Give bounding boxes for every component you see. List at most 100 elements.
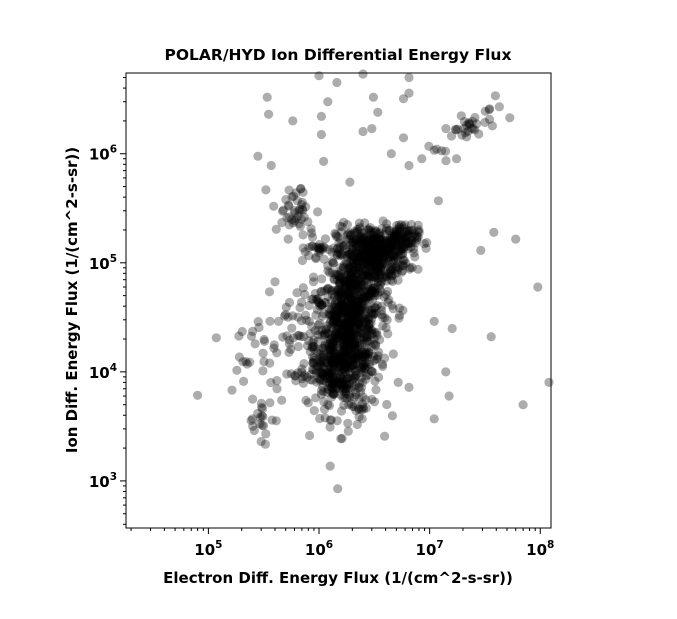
data-point	[352, 227, 362, 237]
data-point	[357, 414, 367, 424]
data-point	[343, 331, 353, 341]
data-point	[281, 195, 291, 205]
data-point	[397, 261, 407, 271]
data-point	[346, 331, 356, 342]
data-point	[266, 377, 276, 388]
data-point	[308, 352, 318, 362]
data-point	[316, 389, 326, 399]
data-point	[387, 257, 397, 267]
data-point	[343, 373, 353, 383]
data-point	[351, 245, 362, 255]
data-point	[371, 339, 381, 349]
data-point	[389, 251, 399, 261]
data-point	[395, 245, 405, 255]
data-point	[362, 248, 372, 258]
data-point	[353, 337, 363, 348]
data-point	[391, 246, 401, 256]
data-point	[327, 325, 337, 336]
data-point	[347, 308, 357, 318]
data-point	[350, 343, 360, 353]
data-point	[419, 239, 429, 249]
data-point	[337, 306, 348, 317]
data-point	[350, 226, 360, 236]
data-point	[387, 236, 397, 246]
data-point	[371, 341, 381, 351]
data-point	[432, 144, 442, 154]
data-point	[340, 306, 350, 316]
data-point	[336, 327, 346, 337]
data-point	[319, 309, 329, 319]
data-point	[364, 242, 374, 252]
data-point	[358, 228, 368, 238]
data-point	[349, 354, 359, 364]
data-point	[358, 347, 368, 357]
data-point	[356, 383, 366, 393]
data-point	[354, 327, 364, 338]
data-point	[354, 312, 364, 322]
data-point	[350, 272, 360, 283]
data-point	[372, 253, 382, 263]
data-point	[361, 395, 371, 405]
data-point	[330, 355, 340, 365]
data-point	[344, 263, 354, 273]
data-point	[357, 362, 368, 373]
data-point	[494, 102, 504, 112]
data-point	[363, 243, 373, 253]
data-point	[360, 249, 371, 260]
data-point	[334, 356, 344, 366]
data-point	[265, 316, 275, 326]
data-point	[372, 301, 382, 311]
data-point	[370, 259, 381, 269]
data-point	[327, 339, 338, 349]
data-point	[325, 461, 335, 471]
data-point	[346, 332, 356, 342]
data-point	[346, 354, 356, 364]
data-point	[349, 402, 359, 412]
data-point	[384, 225, 395, 236]
data-point	[358, 260, 368, 270]
data-point	[345, 325, 355, 335]
data-point	[358, 261, 368, 271]
data-point	[382, 315, 392, 325]
data-point	[383, 329, 393, 339]
data-point	[353, 275, 364, 285]
data-point	[351, 344, 361, 355]
data-point	[328, 345, 338, 355]
data-point	[395, 310, 405, 320]
data-point	[381, 323, 391, 333]
data-point	[361, 269, 371, 279]
data-point	[327, 375, 337, 385]
data-point	[367, 262, 378, 273]
data-point	[302, 341, 313, 351]
data-point	[389, 249, 399, 259]
data-point	[345, 329, 356, 339]
data-point	[328, 356, 338, 366]
data-point	[364, 305, 374, 315]
data-point	[357, 255, 367, 265]
data-point	[331, 358, 341, 368]
data-point	[325, 351, 336, 361]
data-point	[390, 252, 400, 262]
data-point	[317, 367, 327, 378]
data-point	[371, 284, 381, 294]
data-point	[347, 360, 357, 370]
data-point	[375, 245, 385, 255]
data-point	[361, 403, 371, 413]
data-point	[343, 270, 353, 280]
data-point	[329, 341, 339, 351]
data-point	[350, 341, 360, 351]
data-point	[441, 124, 451, 134]
data-point	[376, 247, 386, 257]
data-point	[373, 254, 384, 264]
data-point	[364, 327, 374, 337]
data-point	[369, 227, 379, 238]
data-point	[480, 117, 490, 127]
data-point	[338, 304, 348, 315]
data-point	[369, 397, 380, 407]
data-point	[374, 271, 384, 281]
data-point	[343, 350, 353, 360]
data-point	[335, 380, 345, 390]
data-point	[300, 289, 310, 300]
data-point	[344, 249, 354, 259]
data-point	[370, 258, 380, 268]
